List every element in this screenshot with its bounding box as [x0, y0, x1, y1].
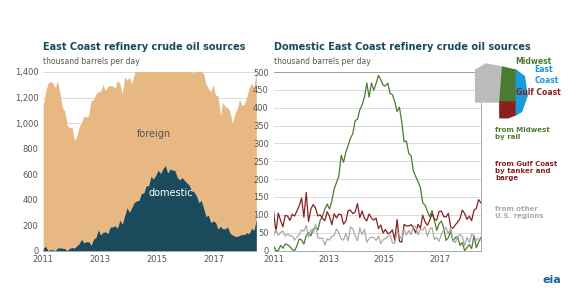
Text: from other
U.S. regions: from other U.S. regions	[495, 206, 544, 219]
Text: East
Coast: East Coast	[535, 65, 559, 85]
Polygon shape	[475, 64, 502, 102]
Text: thousand barrels per day: thousand barrels per day	[274, 57, 370, 66]
Polygon shape	[500, 67, 516, 102]
Text: domestic: domestic	[149, 188, 194, 198]
Text: thousand barrels per day: thousand barrels per day	[43, 57, 140, 66]
Text: foreign: foreign	[137, 130, 171, 139]
Text: Gulf Coast: Gulf Coast	[516, 88, 560, 97]
Polygon shape	[516, 70, 527, 115]
Text: East Coast refinery crude oil sources: East Coast refinery crude oil sources	[43, 42, 246, 52]
Polygon shape	[500, 102, 516, 118]
Text: Midwest: Midwest	[516, 57, 552, 67]
Text: from Midwest
by rail: from Midwest by rail	[495, 127, 550, 140]
Text: Domestic East Coast refinery crude oil sources: Domestic East Coast refinery crude oil s…	[274, 42, 530, 52]
Text: from Gulf Coast
by tanker and
barge: from Gulf Coast by tanker and barge	[495, 161, 558, 181]
Text: eia: eia	[543, 275, 562, 285]
